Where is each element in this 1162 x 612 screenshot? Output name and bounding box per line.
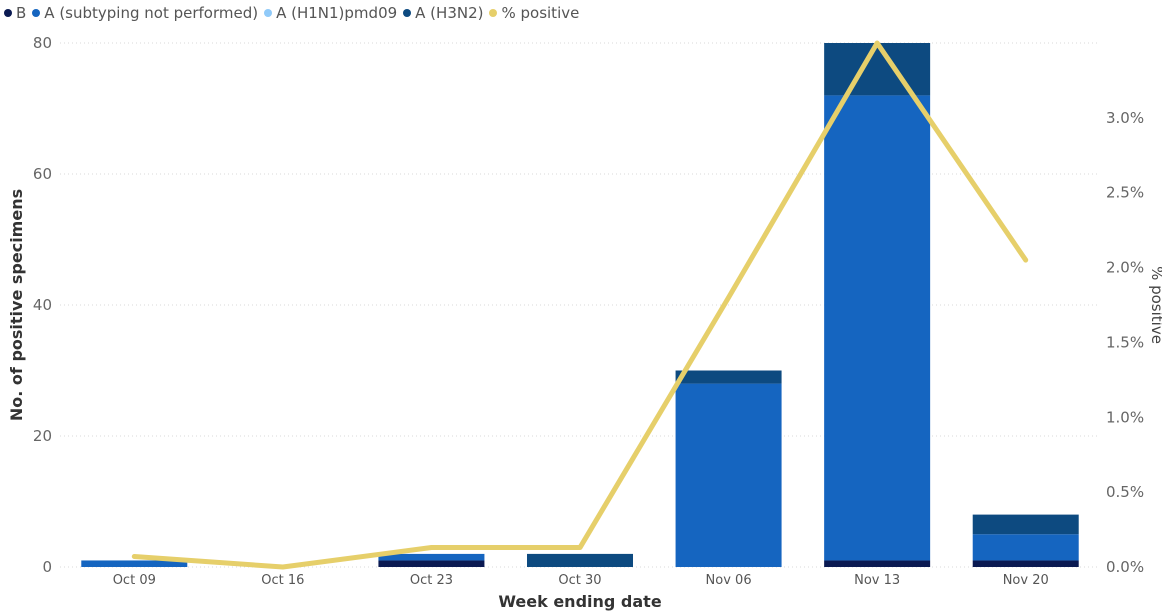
y2-axis-ticks: 0.0% 0.5% 1.0% 1.5% 2.0% 2.5% 3.0%	[1106, 109, 1144, 576]
x-tick-label: Oct 23	[410, 573, 453, 588]
bar-segment[interactable]	[824, 43, 931, 96]
bar-segment[interactable]	[824, 95, 931, 561]
y2-tick-label: 1.0%	[1106, 408, 1144, 426]
x-tick-label: Oct 16	[261, 573, 304, 588]
legend-item[interactable]: % positive	[489, 4, 579, 22]
y2-tick-label: 1.5%	[1106, 333, 1144, 351]
y-tick-label: 40	[33, 296, 52, 314]
legend: B A (subtyping not performed) A (H1N1)pmd0…	[4, 2, 579, 24]
y-axis-title: No. of positive specimens	[7, 189, 26, 421]
x-tick-label: Nov 06	[706, 573, 752, 588]
legend-item[interactable]: A (H1N1)pmd09	[264, 4, 397, 22]
x-axis-title: Week ending date	[498, 592, 661, 611]
bar-segment[interactable]	[527, 553, 633, 567]
bar-segment[interactable]	[972, 514, 1079, 535]
y2-tick-label: 0.0%	[1106, 558, 1144, 576]
legend-swatch	[403, 9, 412, 17]
legend-swatch	[32, 9, 41, 17]
bar-segment[interactable]	[675, 383, 782, 567]
x-tick-label: Nov 13	[854, 573, 900, 588]
bar-segment[interactable]	[972, 534, 1079, 561]
y2-tick-label: 3.0%	[1106, 109, 1144, 127]
gridlines	[60, 42, 1100, 568]
bar-segment[interactable]	[824, 560, 931, 567]
y-tick-label: 60	[33, 165, 52, 183]
y-axis-ticks: 0 20 40 60 80	[33, 34, 52, 576]
legend-swatch	[4, 9, 12, 17]
bars	[81, 43, 1079, 567]
bar-segment[interactable]	[378, 560, 485, 567]
x-tick-label: Oct 30	[558, 573, 601, 588]
y-tick-label: 80	[33, 34, 52, 52]
x-tick-label: Oct 09	[113, 573, 156, 588]
y-tick-label: 0	[42, 558, 52, 576]
y-tick-label: 20	[33, 427, 52, 445]
legend-label: A (subtyping not performed)	[44, 4, 259, 22]
legend-label: A (H1N1)pmd09	[276, 4, 398, 22]
x-tick-label: Nov 20	[1003, 573, 1049, 588]
legend-swatch	[489, 9, 498, 17]
percent-positive-series-line[interactable]	[131, 40, 1029, 570]
bar-segment[interactable]	[972, 560, 1079, 567]
y2-tick-label: 2.5%	[1106, 184, 1144, 202]
bar-segment[interactable]	[675, 370, 782, 384]
legend-item[interactable]: A (subtyping not performed)	[32, 4, 258, 22]
legend-label: % positive	[501, 4, 580, 22]
y2-tick-label: 0.5%	[1106, 483, 1144, 501]
legend-swatch	[264, 9, 273, 17]
legend-label: B	[16, 4, 27, 22]
bar-segment[interactable]	[81, 560, 188, 567]
percent-positive-line	[131, 40, 1029, 570]
y2-tick-label: 2.0%	[1106, 259, 1144, 277]
bar-segment[interactable]	[378, 553, 485, 561]
legend-item[interactable]: B	[4, 4, 26, 22]
legend-item[interactable]: A (H3N2)	[403, 4, 483, 22]
legend-label: A (H3N2)	[415, 4, 484, 22]
y2-axis-title: % positive	[1148, 266, 1162, 344]
x-axis-ticks: Oct 09 Oct 16 Oct 23 Oct 30 Nov 06 Nov 13 Nov …	[113, 573, 1049, 588]
